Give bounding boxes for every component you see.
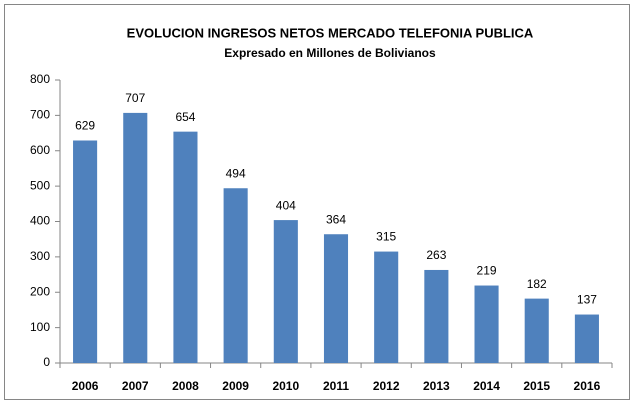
x-tick-label: 2016 xyxy=(574,379,601,393)
chart-title: EVOLUCION INGRESOS NETOS MERCADO TELEFON… xyxy=(127,25,534,40)
bar xyxy=(73,140,98,363)
x-tick-label: 2008 xyxy=(172,379,199,393)
x-tick-label: 2009 xyxy=(222,379,249,393)
x-tick-label: 2010 xyxy=(272,379,299,393)
x-tick-label: 2013 xyxy=(423,379,450,393)
data-label: 494 xyxy=(226,166,246,180)
x-tick-label: 2007 xyxy=(122,379,149,393)
bar xyxy=(524,298,549,363)
bar xyxy=(424,269,449,363)
data-label: 364 xyxy=(326,212,346,226)
bar xyxy=(123,112,148,364)
y-tick-label: 500 xyxy=(30,178,50,192)
data-label: 263 xyxy=(426,248,446,262)
data-label: 182 xyxy=(527,277,547,291)
y-tick-label: 700 xyxy=(30,108,50,122)
bar xyxy=(574,314,599,363)
data-label: 137 xyxy=(577,293,597,307)
y-tick-label: 0 xyxy=(43,355,50,369)
bar xyxy=(173,131,198,363)
data-label: 404 xyxy=(276,198,296,212)
y-tick-label: 400 xyxy=(30,214,50,228)
chart-subtitle: Expresado en Millones de Bolivianos xyxy=(224,46,436,60)
x-tick-label: 2011 xyxy=(323,379,349,393)
y-tick-label: 300 xyxy=(30,249,50,263)
bar xyxy=(223,188,248,363)
x-tick-label: 2006 xyxy=(72,379,99,393)
x-tick-label: 2012 xyxy=(373,379,400,393)
y-tick-label: 100 xyxy=(30,320,50,334)
bar xyxy=(474,285,499,363)
data-label: 707 xyxy=(125,91,145,105)
data-label: 315 xyxy=(376,230,396,244)
bar xyxy=(273,220,298,363)
data-label: 629 xyxy=(75,119,95,133)
y-tick-label: 200 xyxy=(30,284,50,298)
bar xyxy=(374,251,399,363)
bar xyxy=(323,234,349,363)
y-tick-label: 800 xyxy=(30,72,50,86)
data-label: 219 xyxy=(477,264,497,278)
y-tick-label: 600 xyxy=(30,143,50,157)
x-tick-label: 2015 xyxy=(523,379,550,393)
data-label: 654 xyxy=(175,110,195,124)
x-tick-label: 2014 xyxy=(473,379,500,393)
